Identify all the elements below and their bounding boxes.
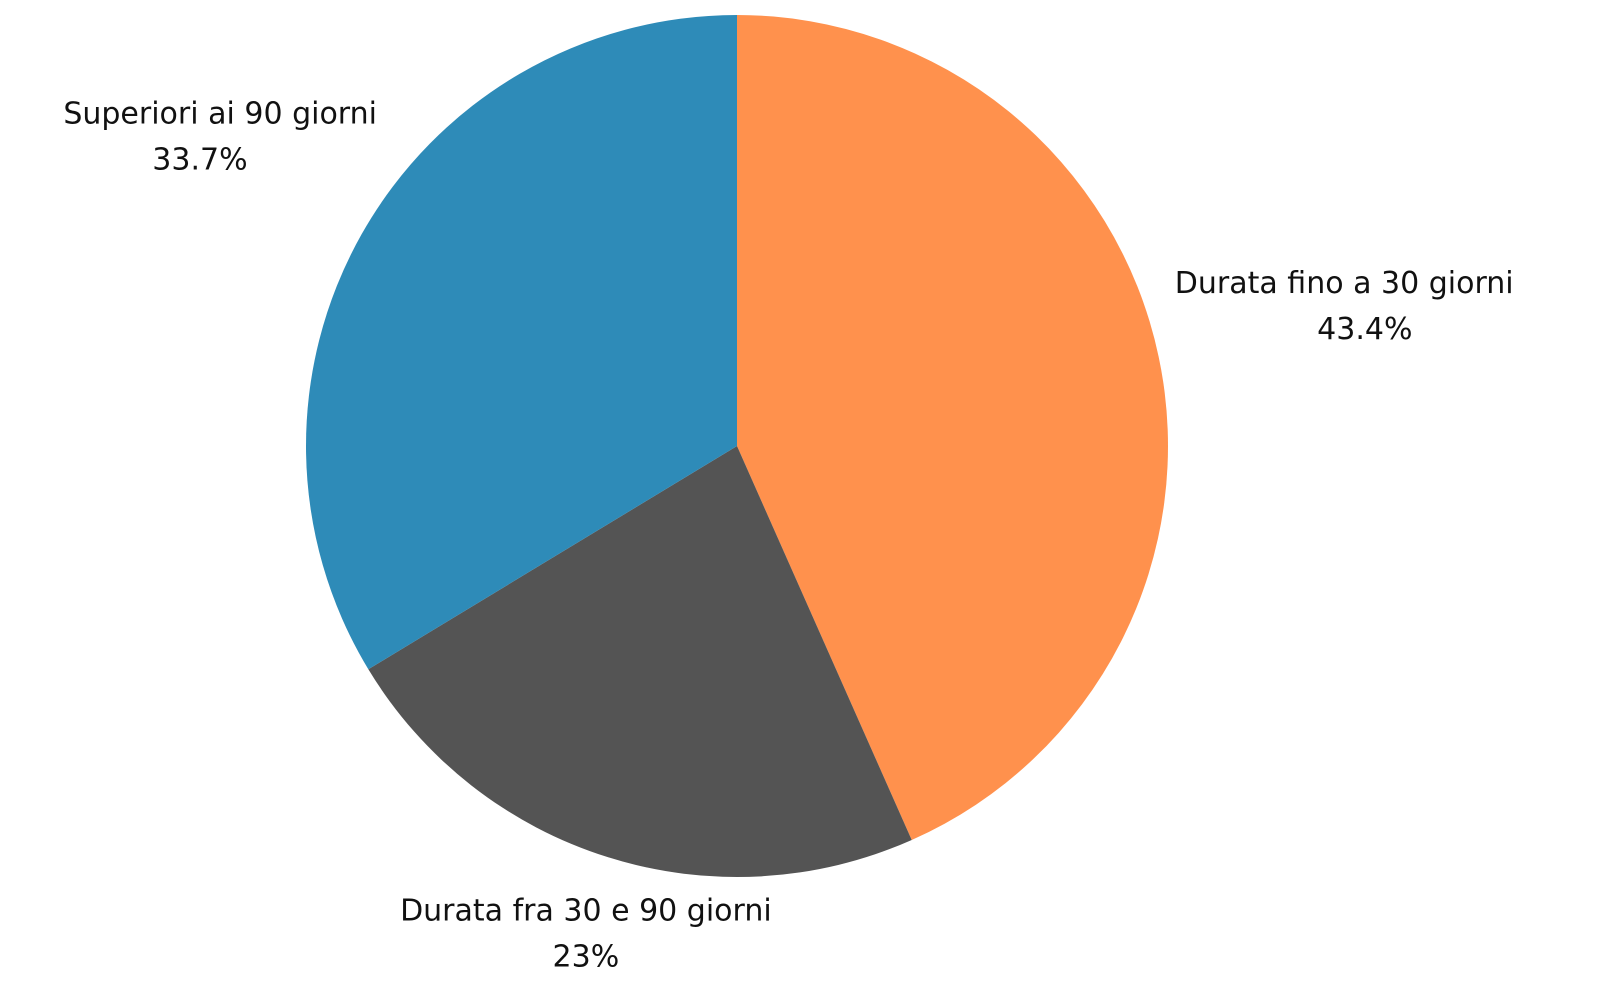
slice-value: 33.7% <box>152 142 247 177</box>
slice-label: Durata fra 30 e 90 giorni <box>400 893 772 928</box>
slice-value: 43.4% <box>1317 312 1412 347</box>
pie-slice <box>306 15 737 670</box>
pie-slice <box>737 15 1168 840</box>
slice-label: Durata fino a 30 giorni <box>1175 266 1514 301</box>
slice-value: 23% <box>553 939 620 974</box>
pie-slice <box>368 446 912 877</box>
slice-label: Superiori ai 90 giorni <box>63 96 377 131</box>
